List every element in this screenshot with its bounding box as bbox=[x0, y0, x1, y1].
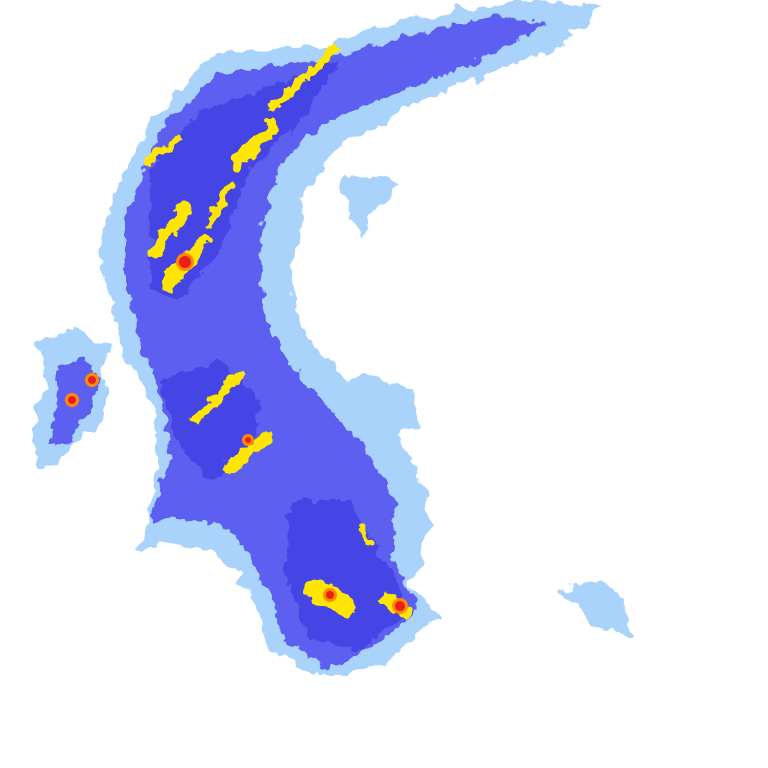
intense-cell-band bbox=[359, 522, 373, 548]
intense-cell-band bbox=[190, 370, 245, 425]
intense-cell-band bbox=[146, 136, 182, 164]
intense-cell-band bbox=[267, 45, 340, 113]
light-rain-area-center bbox=[340, 375, 420, 440]
intense-cell-band bbox=[222, 432, 271, 474]
extreme-cell bbox=[88, 376, 96, 384]
extreme-cell bbox=[395, 601, 405, 611]
intense-precipitation bbox=[146, 45, 412, 619]
intense-cell-band bbox=[231, 121, 279, 169]
heavy-rain-band-south bbox=[285, 500, 410, 650]
extreme-cell bbox=[68, 396, 76, 404]
extreme-cell bbox=[179, 256, 191, 268]
extreme-precipitation bbox=[65, 253, 408, 614]
extreme-cell bbox=[326, 591, 334, 599]
heavy-rain-band-center bbox=[160, 360, 260, 480]
light-rain-area-east bbox=[560, 582, 630, 635]
intense-cell-band bbox=[206, 181, 234, 226]
intense-cell-band bbox=[149, 202, 191, 258]
light-rain-area-north bbox=[340, 172, 400, 240]
extreme-cell bbox=[245, 437, 251, 443]
